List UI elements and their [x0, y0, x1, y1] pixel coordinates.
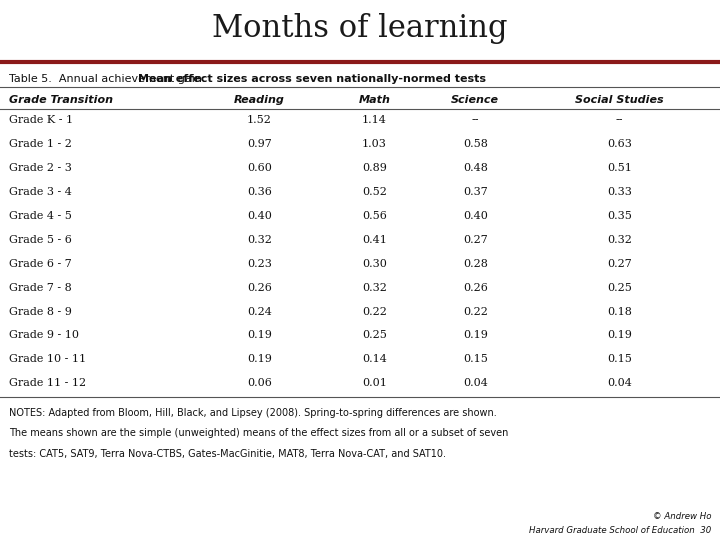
Text: 0.37: 0.37 [463, 187, 487, 197]
Text: 1.52: 1.52 [247, 115, 271, 125]
Text: 0.22: 0.22 [463, 307, 487, 316]
Text: Grade 2 - 3: Grade 2 - 3 [9, 163, 71, 173]
Text: Grade 5 - 6: Grade 5 - 6 [9, 235, 71, 245]
Text: --: -- [616, 115, 623, 125]
Text: Table 5.  Annual achievement gain:: Table 5. Annual achievement gain: [9, 73, 209, 84]
Text: 0.23: 0.23 [247, 259, 271, 269]
Text: Grade 10 - 11: Grade 10 - 11 [9, 354, 86, 364]
Text: 0.25: 0.25 [607, 282, 631, 293]
Text: 1.03: 1.03 [362, 139, 387, 149]
Text: 0.63: 0.63 [607, 139, 631, 149]
Text: Science: Science [451, 96, 499, 105]
Text: 0.32: 0.32 [607, 235, 631, 245]
Text: 0.97: 0.97 [247, 139, 271, 149]
Text: Reading: Reading [234, 96, 284, 105]
Text: 0.01: 0.01 [362, 379, 387, 388]
Text: 0.18: 0.18 [607, 307, 631, 316]
Text: 0.19: 0.19 [463, 330, 487, 341]
Text: Harvard Graduate School of Education  30: Harvard Graduate School of Education 30 [529, 525, 711, 535]
Text: 0.04: 0.04 [607, 379, 631, 388]
Text: 0.04: 0.04 [463, 379, 487, 388]
Text: Grade K - 1: Grade K - 1 [9, 115, 73, 125]
Text: Grade 1 - 2: Grade 1 - 2 [9, 139, 71, 149]
Text: 0.27: 0.27 [463, 235, 487, 245]
Text: Grade 11 - 12: Grade 11 - 12 [9, 379, 86, 388]
Text: Grade 9 - 10: Grade 9 - 10 [9, 330, 78, 341]
Text: Months of learning: Months of learning [212, 13, 508, 44]
Text: 0.89: 0.89 [362, 163, 387, 173]
Text: Math: Math [359, 96, 390, 105]
Text: 0.51: 0.51 [607, 163, 631, 173]
Text: 0.32: 0.32 [247, 235, 271, 245]
Text: 0.32: 0.32 [362, 282, 387, 293]
Text: 0.30: 0.30 [362, 259, 387, 269]
Text: 0.33: 0.33 [607, 187, 631, 197]
Text: Mean effect sizes across seven nationally-normed tests: Mean effect sizes across seven nationall… [138, 73, 486, 84]
Text: Grade 7 - 8: Grade 7 - 8 [9, 282, 71, 293]
Text: 0.48: 0.48 [463, 163, 487, 173]
Text: 0.26: 0.26 [247, 282, 271, 293]
Text: 0.36: 0.36 [247, 187, 271, 197]
Text: Social Studies: Social Studies [575, 96, 664, 105]
Text: tests: CAT5, SAT9, Terra Nova-CTBS, Gates-MacGinitie, MAT8, Terra Nova-CAT, and : tests: CAT5, SAT9, Terra Nova-CTBS, Gate… [9, 449, 446, 458]
Text: 0.19: 0.19 [607, 330, 631, 341]
Text: 0.22: 0.22 [362, 307, 387, 316]
Text: The means shown are the simple (unweighted) means of the effect sizes from all o: The means shown are the simple (unweight… [9, 428, 508, 438]
Text: 0.14: 0.14 [362, 354, 387, 364]
Text: 0.41: 0.41 [362, 235, 387, 245]
Text: 0.56: 0.56 [362, 211, 387, 221]
Text: 0.26: 0.26 [463, 282, 487, 293]
Text: 0.25: 0.25 [362, 330, 387, 341]
Text: 0.52: 0.52 [362, 187, 387, 197]
Text: Grade 4 - 5: Grade 4 - 5 [9, 211, 71, 221]
Text: Grade 8 - 9: Grade 8 - 9 [9, 307, 71, 316]
Text: 0.58: 0.58 [463, 139, 487, 149]
Text: 0.15: 0.15 [607, 354, 631, 364]
Text: Grade 3 - 4: Grade 3 - 4 [9, 187, 71, 197]
Text: 0.19: 0.19 [247, 330, 271, 341]
Text: 0.19: 0.19 [247, 354, 271, 364]
Text: NOTES: Adapted from Bloom, Hill, Black, and Lipsey (2008). Spring-to-spring diff: NOTES: Adapted from Bloom, Hill, Black, … [9, 408, 496, 418]
Text: 0.28: 0.28 [463, 259, 487, 269]
Text: 0.24: 0.24 [247, 307, 271, 316]
Text: Grade 6 - 7: Grade 6 - 7 [9, 259, 71, 269]
Text: 0.40: 0.40 [247, 211, 271, 221]
Text: --: -- [472, 115, 479, 125]
Text: 1.14: 1.14 [362, 115, 387, 125]
Text: Grade Transition: Grade Transition [9, 96, 112, 105]
Text: 0.35: 0.35 [607, 211, 631, 221]
Text: © Andrew Ho: © Andrew Ho [653, 512, 711, 521]
Text: 0.60: 0.60 [247, 163, 271, 173]
Text: 0.27: 0.27 [607, 259, 631, 269]
Text: 0.15: 0.15 [463, 354, 487, 364]
Text: 0.06: 0.06 [247, 379, 271, 388]
Text: 0.40: 0.40 [463, 211, 487, 221]
